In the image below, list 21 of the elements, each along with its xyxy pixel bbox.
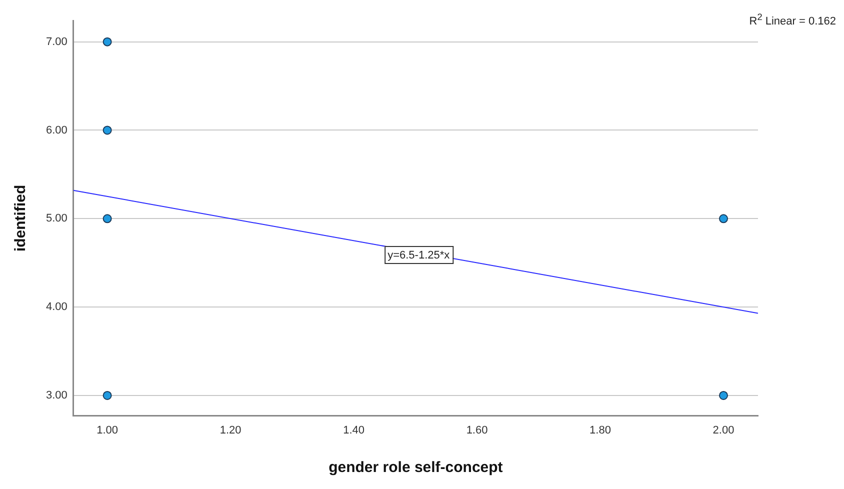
y-tick-label: 7.00 (46, 36, 68, 48)
point (718, 214, 728, 224)
x-tick-label: 1.20 (220, 424, 242, 436)
point (102, 214, 112, 224)
point (102, 37, 112, 46)
annotation: R$^{2}$ Linear = 0.162 (749, 12, 836, 28)
point (718, 390, 728, 400)
y-axis-title: identified (12, 184, 30, 252)
x-tick-label: 1.40 (343, 424, 364, 436)
x-tick-label: 1.00 (96, 424, 118, 436)
y-tick-label: 5.00 (46, 212, 68, 225)
x-tick-label: 1.80 (590, 424, 611, 436)
point (102, 126, 112, 135)
y-tick-label: 4.00 (46, 301, 68, 314)
x-tick-label: 2.00 (712, 424, 734, 436)
point (102, 390, 112, 400)
x-axis-title: gender role self-concept (328, 459, 503, 476)
y-tick-label: 6.00 (46, 124, 68, 136)
x-tick-label: 1.60 (466, 424, 488, 436)
annotation: y=6.5-1.25*x (388, 250, 450, 262)
y-tick-label: 3.00 (46, 389, 68, 402)
